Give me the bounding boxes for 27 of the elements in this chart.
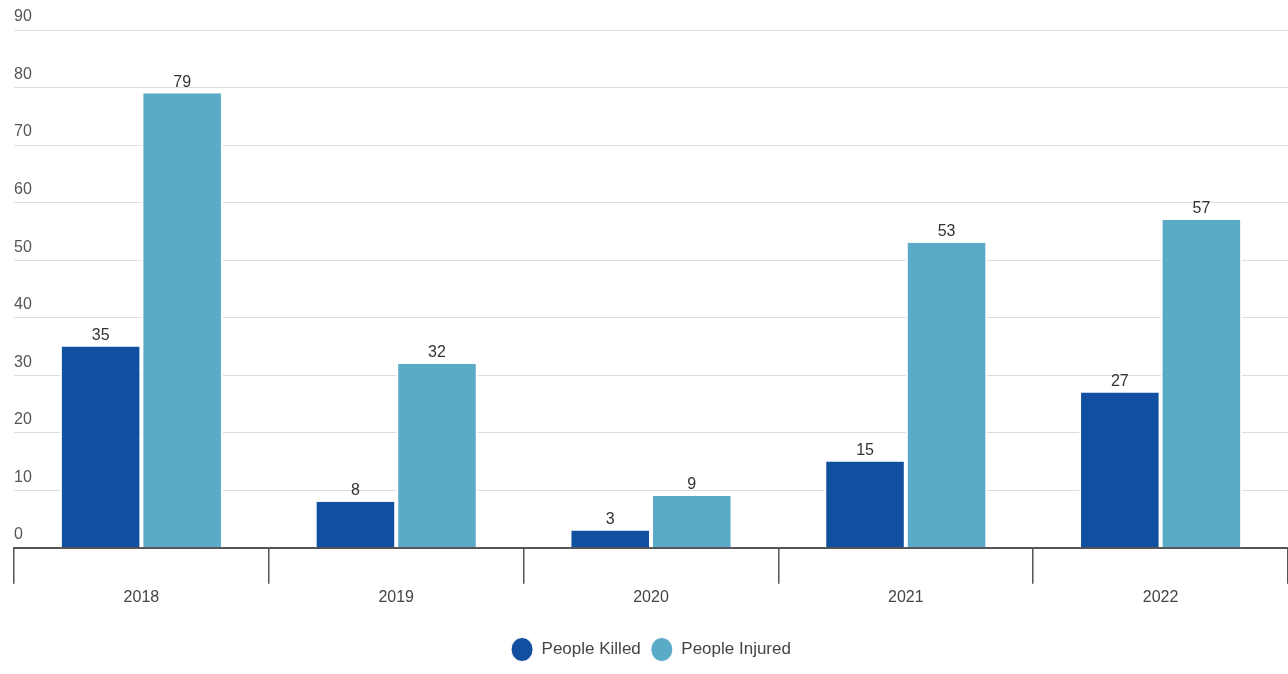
data-label: 57	[1192, 199, 1211, 217]
data-label: 35	[91, 325, 110, 343]
data-label: 53	[937, 222, 956, 240]
legend-label: People Killed	[541, 639, 641, 659]
y-tick-label: 0	[14, 525, 23, 543]
y-tick-label: 90	[14, 7, 32, 25]
x-tick-label: 2019	[378, 587, 415, 605]
data-label: 9	[687, 475, 697, 493]
y-tick-label: 40	[14, 295, 32, 313]
y-tick-label: 50	[14, 237, 32, 255]
data-label: 3	[605, 509, 615, 527]
y-tick-label: 80	[14, 64, 32, 82]
data-label: 32	[428, 343, 446, 361]
y-tick-label: 30	[14, 352, 32, 370]
y-tick-label: 10	[14, 467, 32, 485]
x-tick-label: 2021	[888, 587, 924, 605]
x-tick-label: 2018	[123, 587, 160, 605]
legend-label: People Injured	[681, 639, 791, 659]
data-label: 8	[350, 481, 360, 499]
x-tick-label: 2020	[633, 587, 669, 605]
y-tick-label: 60	[14, 180, 32, 198]
y-tick-label: 70	[14, 122, 32, 140]
x-tick-label: 2022	[1142, 587, 1179, 605]
data-label: 79	[173, 72, 192, 90]
data-label: 27	[1110, 371, 1129, 389]
y-tick-label: 20	[14, 410, 32, 428]
data-label: 15	[856, 440, 875, 458]
